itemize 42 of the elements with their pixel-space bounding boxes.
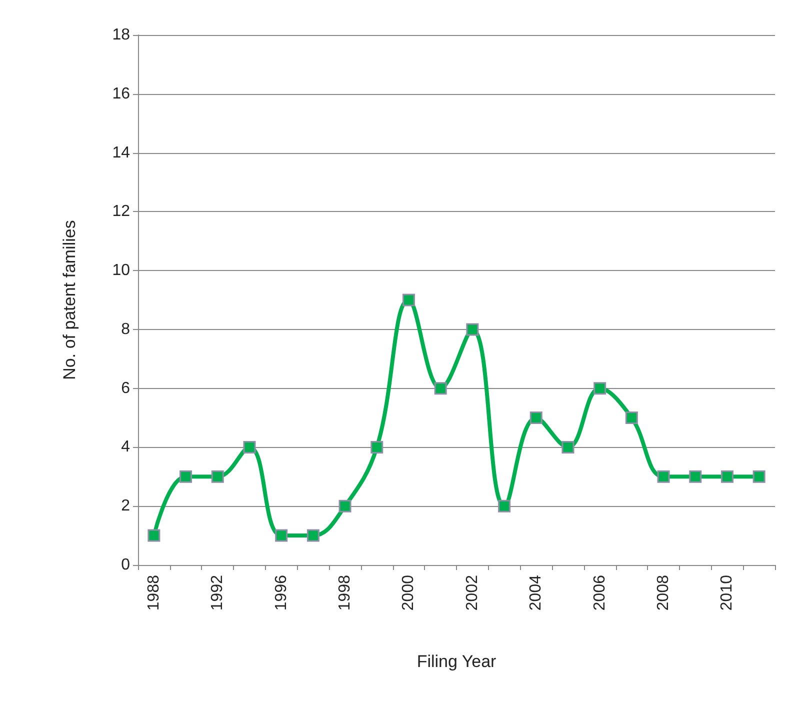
- point: [657, 470, 670, 483]
- y-tick-label: 18: [112, 26, 130, 44]
- x-tick-label: 2000: [400, 574, 418, 611]
- point: [306, 529, 320, 542]
- y-tick-label: 6: [121, 380, 130, 397]
- x-tick-label: 1988: [145, 574, 162, 611]
- y-tick-label: 0: [121, 556, 130, 574]
- y-tick-label: 14: [112, 144, 130, 162]
- point: [243, 440, 256, 454]
- y-tick-label: 2: [121, 498, 130, 515]
- x-tick-label: 2008: [655, 574, 672, 611]
- point: [594, 382, 606, 395]
- y-tick-label: 12: [112, 203, 130, 220]
- x-axis-title: Filing Year: [416, 652, 497, 671]
- point: [180, 470, 192, 483]
- point: [720, 470, 734, 483]
- point: [434, 382, 447, 395]
- x-tick-label: 1992: [209, 574, 226, 611]
- point: [625, 412, 638, 424]
- x-tick-label: 2004: [528, 574, 545, 611]
- x-tick-label: 2010: [718, 574, 736, 611]
- point: [498, 500, 511, 512]
- point: [275, 529, 288, 542]
- point: [402, 294, 415, 306]
- point: [689, 470, 702, 483]
- y-tick-label: 10: [112, 262, 130, 280]
- y-tick-label: 4: [121, 438, 130, 456]
- x-tick-label: 1998: [336, 574, 354, 611]
- point: [562, 440, 574, 454]
- point: [211, 470, 224, 483]
- point: [338, 500, 352, 512]
- point: [466, 323, 479, 336]
- point: [148, 529, 160, 542]
- x-tick-label: 1996: [272, 574, 290, 611]
- point: [752, 470, 766, 483]
- x-tick-label: 2002: [464, 574, 481, 611]
- x-tick-label: 2006: [591, 574, 608, 611]
- y-tick-label: 8: [121, 320, 130, 338]
- y-tick-label: 16: [112, 85, 130, 102]
- point: [530, 412, 542, 424]
- point: [370, 440, 384, 454]
- y-axis-title: No. of patent families: [60, 220, 79, 380]
